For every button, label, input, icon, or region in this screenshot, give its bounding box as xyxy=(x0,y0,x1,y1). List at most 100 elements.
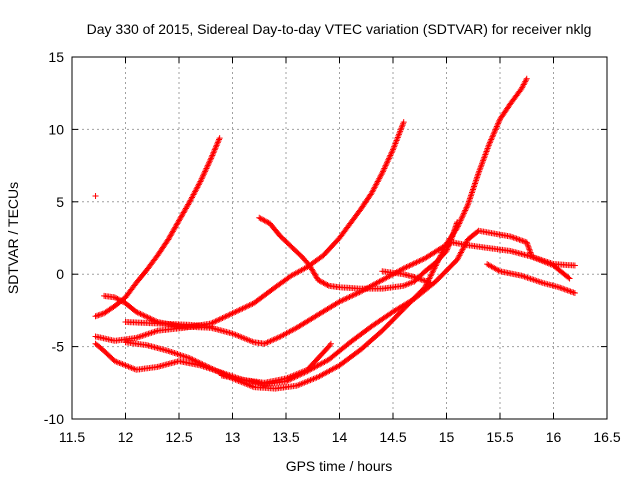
data-point xyxy=(209,152,216,159)
data-point xyxy=(389,148,396,155)
data-point xyxy=(486,140,493,147)
data-point xyxy=(134,334,141,341)
data-point xyxy=(165,347,172,354)
data-point xyxy=(385,156,392,163)
series-track-k xyxy=(122,318,215,330)
data-point xyxy=(215,317,222,324)
data-point xyxy=(571,262,578,269)
data-point xyxy=(529,276,536,283)
data-point xyxy=(342,296,349,303)
x-tick-label: 14.5 xyxy=(379,429,406,445)
data-point xyxy=(138,311,145,318)
data-point xyxy=(141,312,148,319)
data-point xyxy=(317,278,324,285)
data-point xyxy=(218,315,225,322)
data-point xyxy=(179,352,186,359)
data-point xyxy=(523,239,530,246)
data-point xyxy=(261,340,268,347)
data-point xyxy=(210,149,217,156)
data-point xyxy=(411,274,418,281)
data-point xyxy=(267,338,274,345)
data-point xyxy=(409,261,416,268)
data-point xyxy=(257,215,264,222)
data-point xyxy=(489,133,496,140)
data-point xyxy=(198,175,205,182)
data-point xyxy=(207,156,214,163)
data-point xyxy=(213,142,220,149)
data-point xyxy=(208,323,215,330)
data-point xyxy=(246,302,253,309)
data-point xyxy=(274,334,281,341)
data-point xyxy=(327,340,334,347)
data-point xyxy=(92,193,99,200)
data-point xyxy=(493,123,500,130)
data-point xyxy=(446,240,453,247)
data-point xyxy=(189,356,196,363)
data-point xyxy=(134,309,141,316)
data-point xyxy=(203,165,210,172)
data-point xyxy=(143,331,150,338)
data-point xyxy=(147,315,154,322)
y-tick-label: 15 xyxy=(48,49,64,65)
data-point xyxy=(418,276,425,283)
data-point xyxy=(555,284,562,291)
data-point xyxy=(472,178,479,185)
data-point xyxy=(524,274,531,281)
data-point xyxy=(222,313,229,320)
data-point xyxy=(114,295,121,302)
data-point xyxy=(319,279,326,286)
data-point xyxy=(315,276,322,283)
data-point xyxy=(416,257,423,264)
data-point xyxy=(464,203,471,210)
data-point xyxy=(144,314,151,321)
data-point xyxy=(198,177,205,184)
x-tick-label: 16 xyxy=(546,429,562,445)
data-point xyxy=(522,274,529,281)
data-point xyxy=(528,250,535,257)
data-point xyxy=(410,260,417,267)
chart-title: Day 330 of 2015, Sidereal Day-to-day VTE… xyxy=(87,21,592,37)
data-point xyxy=(242,304,249,311)
data-point xyxy=(220,314,227,321)
data-point xyxy=(527,275,534,282)
data-point xyxy=(209,365,216,372)
data-point xyxy=(324,282,331,289)
data-point xyxy=(172,350,179,357)
data-point xyxy=(566,275,573,282)
data-point xyxy=(169,349,176,356)
data-point xyxy=(212,367,219,374)
data-point xyxy=(445,242,452,249)
series-track-e xyxy=(122,75,530,392)
x-tick-label: 12.5 xyxy=(165,429,192,445)
data-point xyxy=(429,269,436,276)
data-point xyxy=(201,169,208,176)
data-point xyxy=(488,135,495,142)
data-point xyxy=(239,305,246,312)
data-point xyxy=(414,258,421,265)
data-point xyxy=(193,358,200,365)
data-point xyxy=(532,277,539,284)
data-point xyxy=(388,149,395,156)
x-axis-label: GPS time / hours xyxy=(286,458,393,474)
data-point xyxy=(337,298,344,305)
data-point xyxy=(196,179,203,186)
y-tick-label: 5 xyxy=(56,194,64,210)
data-point xyxy=(568,288,575,295)
data-point xyxy=(226,311,233,318)
data-point xyxy=(421,277,428,284)
data-point xyxy=(380,166,387,173)
data-point xyxy=(197,178,204,185)
data-point xyxy=(387,152,394,159)
data-point xyxy=(212,143,219,150)
data-point xyxy=(139,332,146,339)
data-point xyxy=(470,185,477,192)
data-point xyxy=(403,264,410,271)
data-point xyxy=(519,273,526,280)
data-point xyxy=(202,166,209,173)
data-point xyxy=(514,236,521,243)
data-point xyxy=(565,274,572,281)
data-point xyxy=(268,337,275,344)
y-tick-label: -10 xyxy=(44,411,64,427)
data-point xyxy=(378,171,385,178)
data-point xyxy=(524,242,531,249)
